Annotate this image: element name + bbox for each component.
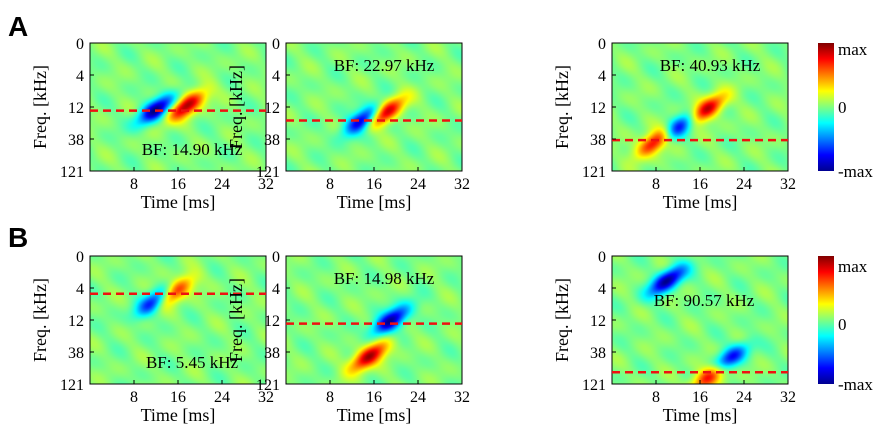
x-tick-label: 8 — [130, 389, 138, 406]
y-axis-label: Freq. [kHz] — [226, 278, 246, 362]
y-axis-label: Freq. [kHz] — [30, 65, 50, 149]
x-axis-label: Time [ms] — [663, 192, 738, 212]
y-tick-label: 38 — [264, 132, 280, 149]
colorbar-b-min-label: -max — [838, 375, 873, 394]
colorbar-a: max 0 -max — [818, 40, 873, 181]
x-tick-label: 32 — [454, 176, 470, 193]
y-tick-label: 12 — [264, 100, 280, 117]
y-axis-label: Freq. [kHz] — [552, 278, 572, 362]
x-tick-label: 24 — [736, 176, 752, 193]
y-tick-label: 12 — [264, 313, 280, 330]
x-tick-label: 32 — [780, 389, 796, 406]
x-tick-label: 32 — [258, 176, 274, 193]
colorbar-a-max-label: max — [838, 40, 868, 59]
y-tick-label: 38 — [264, 345, 280, 362]
x-axis-label: Time [ms] — [141, 192, 216, 212]
y-axis-label: Freq. [kHz] — [226, 65, 246, 149]
x-tick-label: 24 — [736, 389, 752, 406]
x-tick-label: 16 — [170, 389, 186, 406]
y-tick-label: 121 — [256, 164, 280, 181]
x-tick-label: 24 — [410, 389, 426, 406]
heatmap-image — [90, 256, 266, 384]
y-tick-label: 4 — [76, 68, 84, 85]
strf-panel-3: 0 4 12 38 121 8 16 24 32 Time [ms] Freq. [kHz] BF: … — [552, 36, 796, 212]
heatmap-image — [286, 256, 462, 384]
y-tick-label: 4 — [272, 68, 280, 85]
y-tick-label: 121 — [582, 164, 606, 181]
y-tick-label: 38 — [68, 132, 84, 149]
y-tick-label: 0 — [76, 249, 84, 266]
heatmap-image — [612, 256, 788, 384]
colorbar-a-zero-label: 0 — [838, 98, 847, 117]
colorbar-b-zero-label: 0 — [838, 315, 847, 334]
bf-annotation: BF: 40.93 kHz — [660, 56, 761, 75]
bf-annotation: BF: 14.98 kHz — [334, 269, 435, 288]
x-tick-label: 8 — [652, 389, 660, 406]
bf-annotation: BF: 14.90 kHz — [142, 140, 243, 159]
x-axis-label: Time [ms] — [337, 192, 412, 212]
x-tick-label: 16 — [366, 176, 382, 193]
panel-label-b: B — [8, 222, 28, 253]
y-tick-label: 121 — [60, 377, 84, 394]
bf-annotation: BF: 22.97 kHz — [334, 56, 435, 75]
x-tick-label: 8 — [326, 176, 334, 193]
x-tick-label: 16 — [692, 176, 708, 193]
heatmap-image — [286, 43, 462, 171]
y-axis-label: Freq. [kHz] — [552, 65, 572, 149]
x-axis-label: Time [ms] — [337, 405, 412, 425]
y-tick-label: 38 — [590, 345, 606, 362]
x-tick-label: 16 — [366, 389, 382, 406]
y-tick-label: 0 — [76, 36, 84, 53]
strf-panel-6: 0 4 12 38 121 8 16 24 32 Time [ms] Freq. [kHz] BF: … — [552, 249, 796, 425]
heatmap-image — [90, 43, 266, 171]
y-axis-label: Freq. [kHz] — [30, 278, 50, 362]
x-tick-label: 8 — [326, 389, 334, 406]
x-tick-label: 24 — [410, 176, 426, 193]
panel-label-a: A — [8, 11, 28, 42]
x-tick-label: 16 — [170, 176, 186, 193]
strf-panel-2: 0 4 12 38 121 8 16 24 32 Time [ms] Freq. [kHz] BF: … — [226, 36, 470, 212]
y-tick-label: 4 — [598, 68, 606, 85]
y-tick-label: 4 — [598, 281, 606, 298]
x-axis-label: Time [ms] — [141, 405, 216, 425]
x-tick-label: 16 — [692, 389, 708, 406]
y-tick-label: 12 — [590, 313, 606, 330]
heatmap-image — [612, 43, 788, 171]
colorbar-b: max 0 -max — [818, 256, 873, 394]
colorbar-a-min-label: -max — [838, 162, 873, 181]
y-tick-label: 0 — [272, 36, 280, 53]
x-tick-label: 8 — [130, 176, 138, 193]
y-tick-label: 0 — [272, 249, 280, 266]
y-tick-label: 4 — [272, 281, 280, 298]
y-tick-label: 38 — [590, 132, 606, 149]
y-tick-label: 38 — [68, 345, 84, 362]
x-tick-label: 32 — [258, 389, 274, 406]
colorbar-a-bar — [818, 43, 834, 171]
y-tick-label: 12 — [68, 313, 84, 330]
x-tick-label: 32 — [454, 389, 470, 406]
y-tick-label: 121 — [60, 164, 84, 181]
bf-annotation: BF: 5.45 kHz — [146, 353, 239, 372]
y-tick-label: 0 — [598, 36, 606, 53]
y-tick-label: 12 — [590, 100, 606, 117]
strf-panel-5: 0 4 12 38 121 8 16 24 32 Time [ms] Freq. [kHz] BF: … — [226, 249, 470, 425]
colorbar-b-bar — [818, 256, 834, 384]
x-tick-label: 24 — [214, 176, 230, 193]
bf-annotation: BF: 90.57 kHz — [654, 291, 755, 310]
x-axis-label: Time [ms] — [663, 405, 738, 425]
x-tick-label: 24 — [214, 389, 230, 406]
x-tick-label: 8 — [652, 176, 660, 193]
y-tick-label: 121 — [256, 377, 280, 394]
colorbar-b-max-label: max — [838, 257, 868, 276]
y-tick-label: 0 — [598, 249, 606, 266]
y-tick-label: 12 — [68, 100, 84, 117]
y-tick-label: 4 — [76, 281, 84, 298]
y-tick-label: 121 — [582, 377, 606, 394]
x-tick-label: 32 — [780, 176, 796, 193]
